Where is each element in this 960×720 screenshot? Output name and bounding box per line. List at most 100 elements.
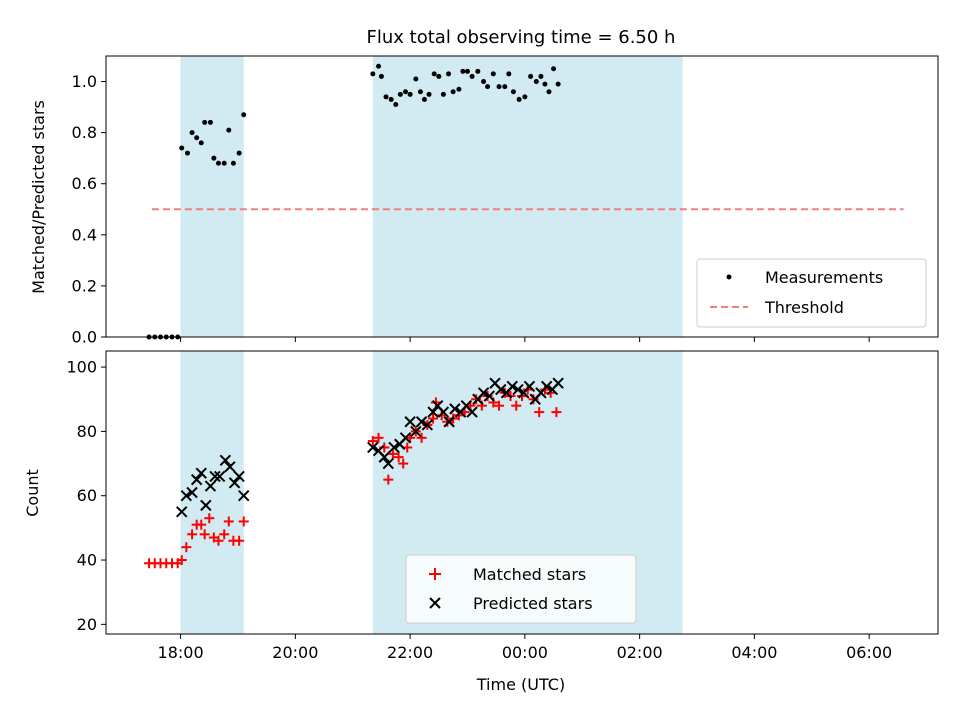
bottom-xtick-label: 04:00: [731, 643, 777, 662]
matched-star-point: [181, 542, 192, 553]
measurement-point: [413, 76, 419, 82]
predicted-star-point: [449, 403, 461, 415]
measurement-point: [475, 68, 481, 74]
top-ytick-label: 0.8: [72, 123, 97, 142]
matched-star-point: [213, 535, 224, 546]
measurement-point: [456, 86, 462, 92]
top-shade-0: [180, 56, 244, 337]
predicted-star-point: [495, 383, 507, 396]
measurement-point: [426, 91, 432, 97]
predicted-star-point: [204, 480, 217, 492]
top-ytick-label: 0.0: [72, 328, 97, 347]
legend-measurement-marker: [726, 274, 732, 280]
bottom-ytick-label: 60: [77, 486, 97, 505]
top-ytick-label: 0.4: [72, 225, 97, 244]
top-y-ticks: 0.0 0.2 0.4 0.6 0.8 1.0: [72, 72, 106, 347]
measurement-point: [378, 73, 384, 79]
measurement-point: [388, 96, 394, 102]
legend-measurement-label: Measurements: [765, 268, 883, 287]
predicted-star-point: [399, 432, 412, 444]
bottom-xtick-label: 20:00: [272, 643, 318, 662]
measurement-point: [490, 71, 496, 77]
matched-star-point: [471, 394, 482, 405]
predicted-star-point: [367, 441, 379, 454]
measurement-point: [460, 68, 466, 74]
top-ytick-label: 1.0: [72, 72, 97, 91]
measurement-point: [469, 73, 475, 79]
measurement-point: [421, 96, 427, 102]
bottom-legend-box: [405, 554, 637, 624]
measurement-point: [383, 94, 389, 100]
predicted-star-point: [190, 473, 203, 486]
measurement-point: [510, 89, 516, 95]
measurement-point: [538, 73, 544, 79]
matched-star-point: [199, 529, 210, 540]
measurement-point: [506, 71, 512, 77]
measurement-point: [194, 135, 200, 141]
measurement-point: [198, 140, 204, 146]
legend-predicted-label: Predicted stars: [473, 594, 593, 613]
matched-star-point: [176, 555, 187, 566]
count-points: [144, 377, 564, 569]
matched-star-point: [383, 474, 394, 485]
measurement-point: [528, 73, 534, 79]
measurement-point: [516, 96, 522, 102]
predicted-star-point: [238, 490, 250, 502]
matched-star-point: [373, 432, 384, 443]
predicted-star-point: [421, 419, 434, 431]
bottom-axes-frame: [105, 350, 939, 635]
predicted-star-point: [219, 454, 232, 467]
matched-star-point: [223, 516, 234, 527]
measurement-point: [393, 102, 399, 108]
matched-star-point: [219, 529, 230, 540]
measurement-point: [241, 112, 247, 118]
predicted-star-point: [176, 506, 188, 518]
matched-star-point: [196, 519, 207, 530]
bottom-y-axis-label: Count: [23, 469, 42, 517]
matched-star-point: [387, 448, 398, 459]
predicted-star-point: [404, 416, 416, 428]
matched-star-point: [551, 407, 562, 418]
measurement-point: [496, 84, 502, 90]
top-ytick-label: 0.2: [72, 276, 97, 295]
bottom-xtick-label: 02:00: [617, 643, 663, 662]
bottom-panel: 20 40 60 80 100 18:00 20:00 22:00 00:00 02:00 04:…: [23, 350, 939, 694]
bottom-xtick-label: 00:00: [502, 643, 548, 662]
bottom-xtick-label: 22:00: [387, 643, 433, 662]
measurement-point: [417, 89, 423, 95]
measurement-point: [502, 84, 508, 90]
top-legend: Measurements Threshold: [696, 258, 927, 328]
predicted-star-point: [506, 380, 518, 393]
legend-matched-label: Matched stars: [473, 565, 586, 584]
predicted-star-point: [410, 425, 422, 438]
measurement-point: [397, 91, 403, 97]
predicted-star-point: [186, 486, 198, 499]
measurement-point: [184, 150, 190, 156]
predicted-star-point: [233, 470, 245, 483]
matched-star-point: [238, 516, 249, 527]
matched-star-point: [528, 394, 539, 405]
bottom-legend: Matched stars Predicted stars: [405, 554, 637, 624]
matched-star-point: [534, 407, 545, 418]
measurement-point: [542, 81, 548, 87]
measurement-point: [236, 150, 242, 156]
predicted-star-point: [466, 406, 478, 418]
top-shade-1: [372, 56, 683, 337]
measurement-point: [436, 73, 442, 79]
predicted-star-point: [483, 390, 496, 402]
predicted-star-point: [437, 406, 450, 418]
predicted-star-point: [540, 380, 553, 393]
predicted-star-point: [523, 380, 536, 393]
measurement-point: [533, 79, 539, 85]
measurement-points: [146, 63, 561, 340]
measurement-point: [207, 119, 213, 125]
bottom-x-axis-label: Time (UTC): [476, 675, 565, 694]
legend-matched-marker: [429, 568, 441, 580]
measurement-point: [555, 81, 561, 87]
measurement-point: [230, 160, 236, 166]
predicted-star-point: [213, 470, 226, 483]
matched-star-point: [436, 410, 447, 421]
matched-star-point: [367, 436, 378, 447]
measurement-point: [431, 71, 437, 77]
top-y-axis-label: Matched/Predicted stars: [29, 100, 48, 294]
